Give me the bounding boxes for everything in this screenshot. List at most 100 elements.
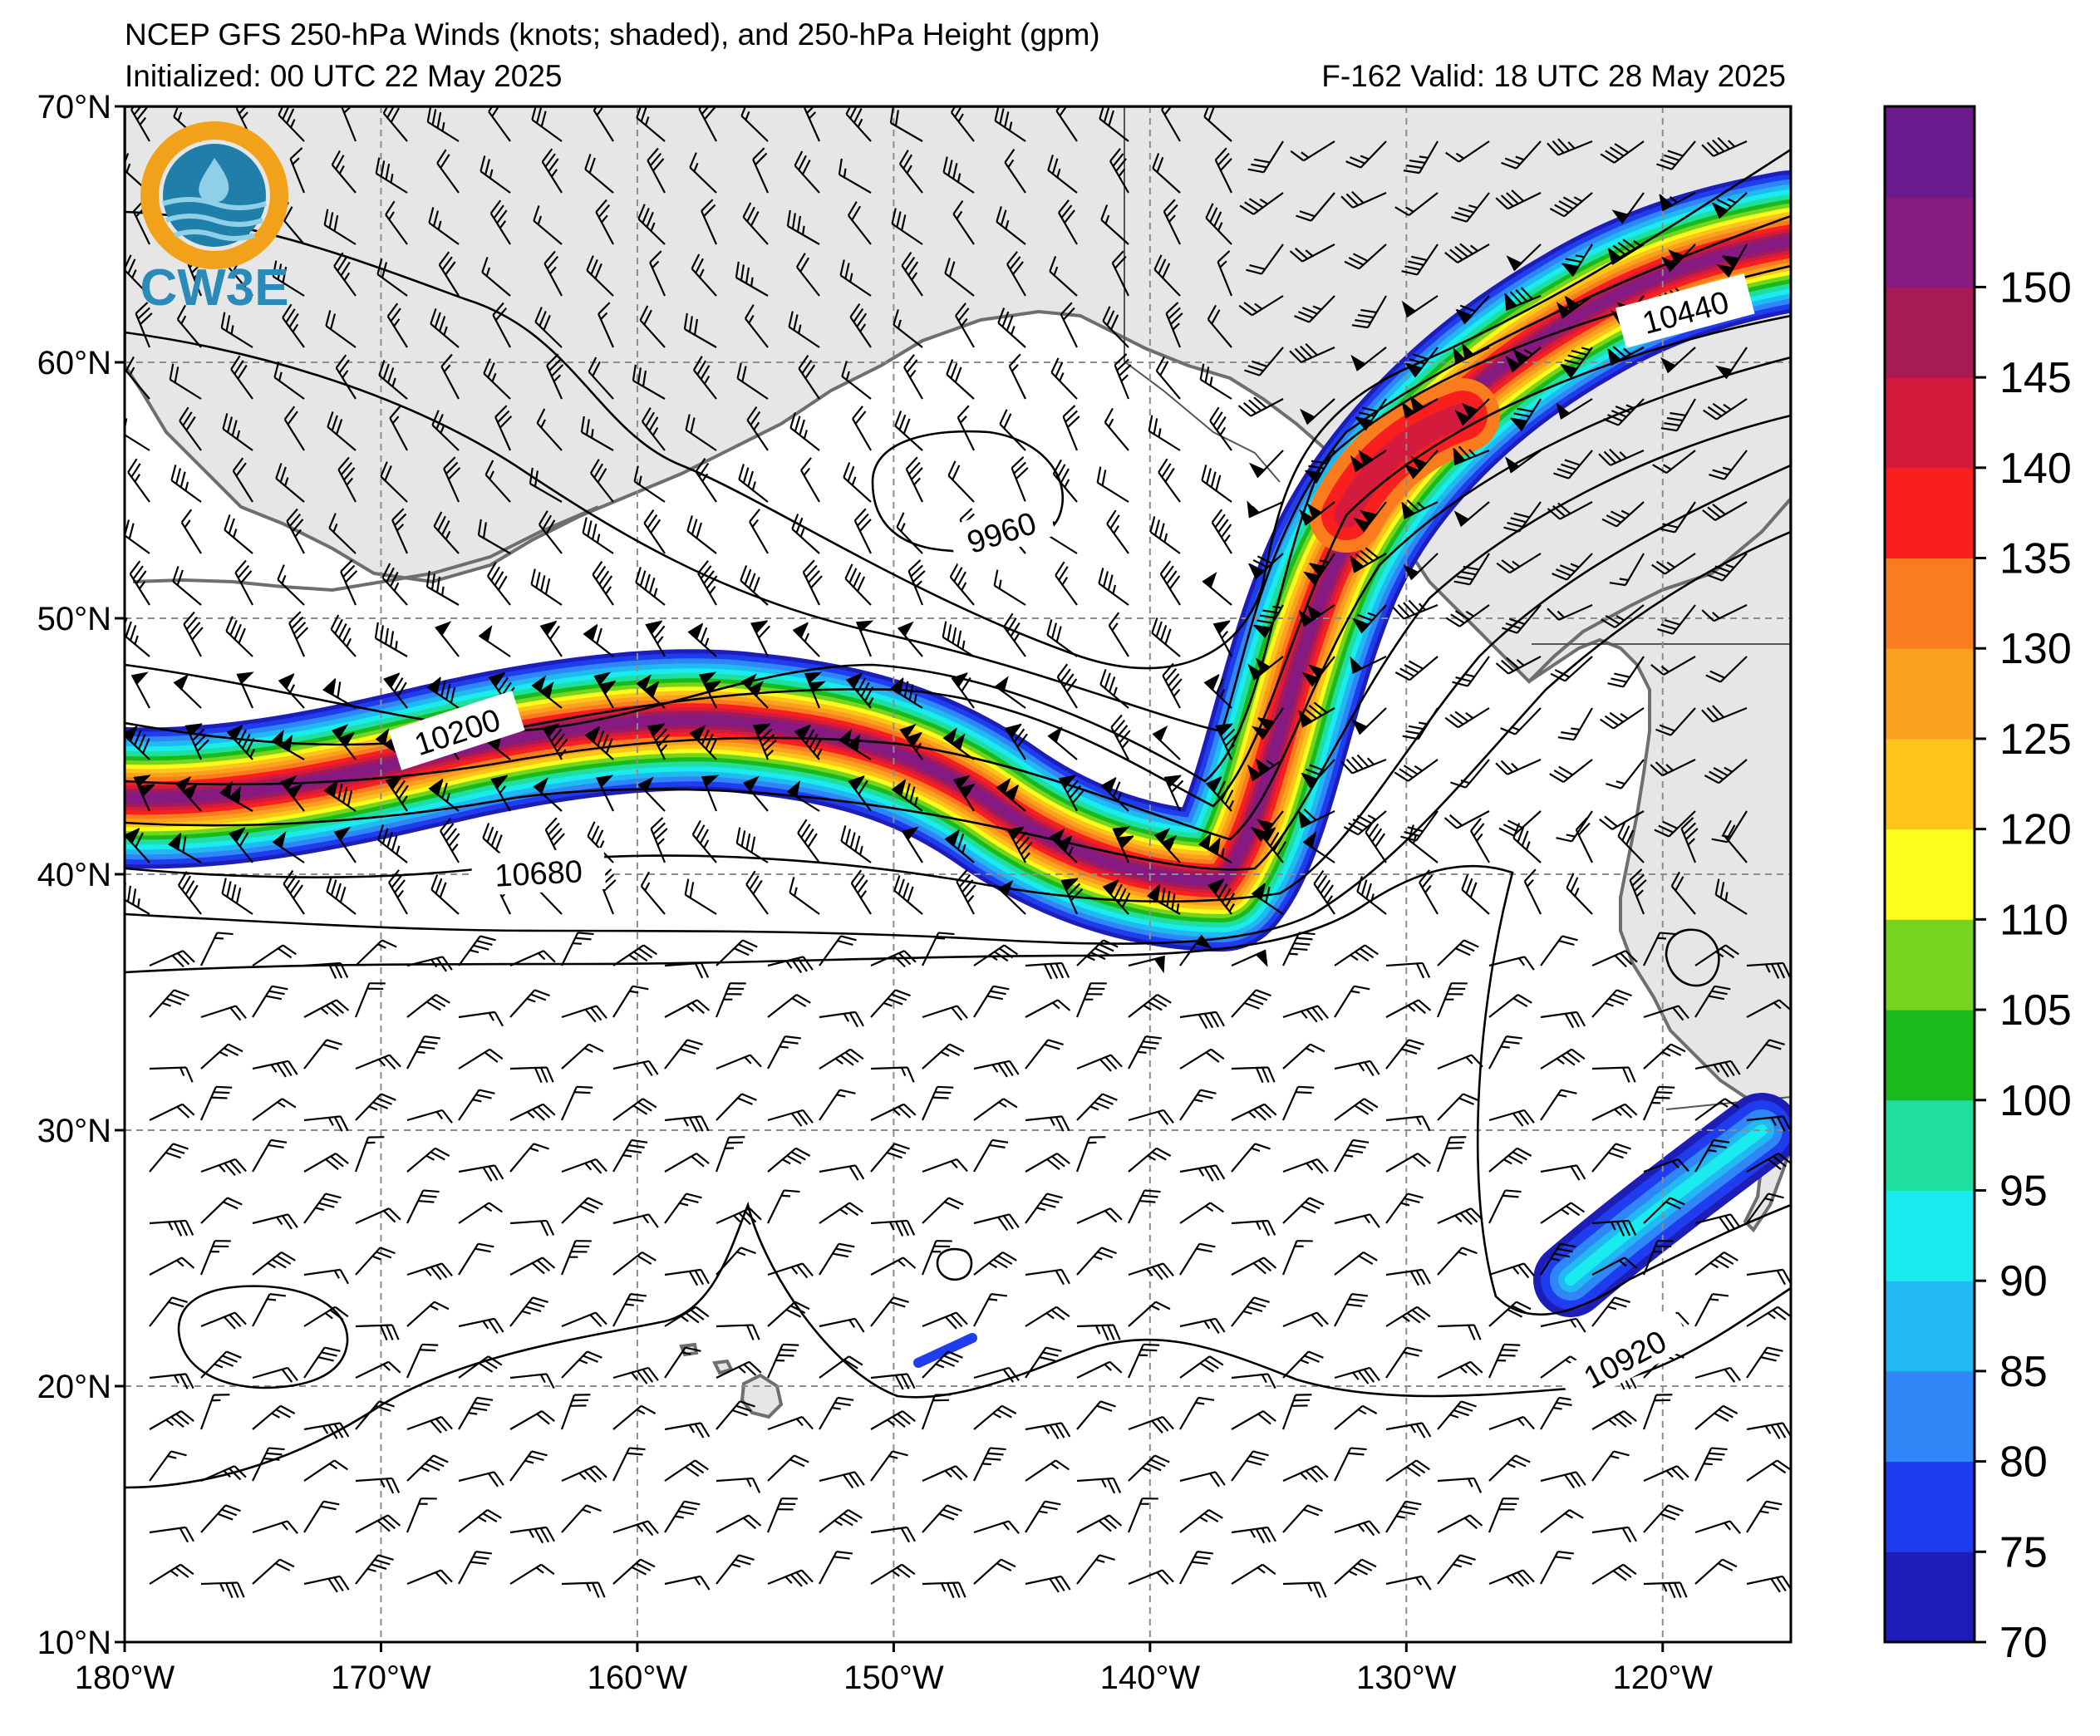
wind-barb [595, 199, 614, 245]
wind-barb [716, 1360, 762, 1379]
wind-barb [283, 870, 305, 915]
wind-barb [1025, 1459, 1070, 1482]
wind-barb [1205, 203, 1232, 245]
wind-barb [375, 157, 408, 194]
wind-barb [1298, 701, 1335, 728]
wind-barb [509, 1257, 556, 1276]
wind-barb [219, 780, 253, 812]
wind-barb [303, 1193, 342, 1224]
wind-barb [738, 464, 769, 503]
wind-barb [633, 465, 666, 503]
wind-barb [1556, 810, 1593, 843]
wind-barb [1591, 1143, 1631, 1173]
wind-barb [1299, 398, 1335, 425]
wind-barb [584, 154, 614, 194]
wind-barb [1025, 1115, 1070, 1132]
wind-barb [1025, 1575, 1071, 1593]
wind-barb [1652, 450, 1696, 475]
wind-barb [1436, 1136, 1467, 1173]
colorbar: 70 75 80 85 90 95 100 105 110 120 125 130 135 140 145 1… [1883, 105, 2072, 1667]
wind-barb [1179, 1317, 1226, 1335]
wind-barb [612, 1404, 657, 1430]
wind-barb [458, 1508, 502, 1533]
wind-barb [355, 1093, 396, 1121]
wind-barb [922, 1158, 968, 1173]
wind-barb [536, 408, 563, 451]
wind-barb [1049, 828, 1078, 863]
wind-barb [1025, 1346, 1062, 1379]
colorbar-swatch [1885, 1281, 1975, 1372]
y-tick-label: 40°N [37, 857, 111, 893]
wind-barb [973, 1293, 1007, 1327]
wind-barb [798, 355, 820, 400]
wind-barb [1159, 560, 1181, 606]
wind-barb [1591, 1296, 1630, 1327]
wind-barb [1404, 450, 1439, 479]
wind-barb [529, 467, 563, 503]
wind-barb [490, 775, 511, 812]
wind-barb [385, 775, 409, 812]
wind-barb [1365, 819, 1387, 863]
wind-barb [1011, 456, 1029, 503]
wind-barb [1282, 1581, 1327, 1598]
wind-barb [1207, 878, 1236, 915]
wind-barb [735, 261, 769, 297]
wind-barb [855, 620, 874, 657]
wind-barb [1231, 1373, 1276, 1389]
wind-barb [1237, 396, 1284, 417]
wind-barb [176, 304, 202, 348]
wind-barb [1282, 1043, 1325, 1070]
wind-barb [252, 985, 288, 1018]
wind-barb [716, 1207, 762, 1226]
wind-barb [561, 1311, 607, 1328]
wind-barb [870, 1066, 915, 1083]
wind-barb [1716, 243, 1748, 278]
wind-barb [593, 106, 614, 142]
wind-barb [889, 676, 923, 709]
wind-barb [999, 409, 1026, 451]
wind-barb [1540, 1048, 1586, 1070]
colorbar-swatch [1885, 287, 1975, 378]
wind-barb [1075, 1136, 1106, 1173]
wind-barb [789, 877, 820, 915]
wind-barb [1076, 1093, 1118, 1121]
wind-barb [509, 1219, 555, 1237]
wind-barb [330, 614, 357, 657]
wind-barb [1062, 405, 1080, 451]
wind-barb [458, 1011, 504, 1027]
wind-barb [428, 778, 460, 812]
wind-barb [1313, 870, 1335, 915]
colorbar-swatch [1885, 558, 1975, 649]
wind-barb [183, 611, 204, 657]
wind-barb [819, 1355, 863, 1379]
wind-barb [482, 823, 511, 863]
wind-barb [1052, 459, 1078, 503]
wind-barb [275, 463, 305, 503]
wind-barb [1746, 1268, 1791, 1286]
wind-barb [283, 406, 305, 451]
wind-barb [697, 560, 718, 606]
x-tick-label: 160°W [588, 1660, 688, 1696]
wind-barb [486, 562, 511, 606]
wind-barb [1179, 1242, 1216, 1276]
wind-barb [636, 106, 666, 142]
contour-closed-low [871, 430, 1064, 553]
wind-barb [534, 307, 563, 348]
wind-barb [1282, 1350, 1324, 1379]
wind-barb [1540, 1011, 1586, 1029]
wind-barb [794, 724, 823, 760]
wind-barb [1296, 192, 1335, 222]
wind-barb [184, 723, 209, 760]
wind-barb [853, 508, 872, 554]
wind-barb [1495, 189, 1542, 210]
wind-barb [1654, 810, 1696, 838]
wind-barb [942, 727, 975, 760]
wind-barb [328, 513, 357, 554]
wind-barb [1495, 758, 1542, 775]
wind-barb [1694, 1213, 1741, 1232]
wind-barb [561, 1350, 602, 1379]
wind-barb [1437, 1554, 1476, 1585]
wind-barb [664, 1193, 702, 1224]
wind-barb [1488, 1497, 1519, 1533]
wind-barb [303, 961, 349, 979]
